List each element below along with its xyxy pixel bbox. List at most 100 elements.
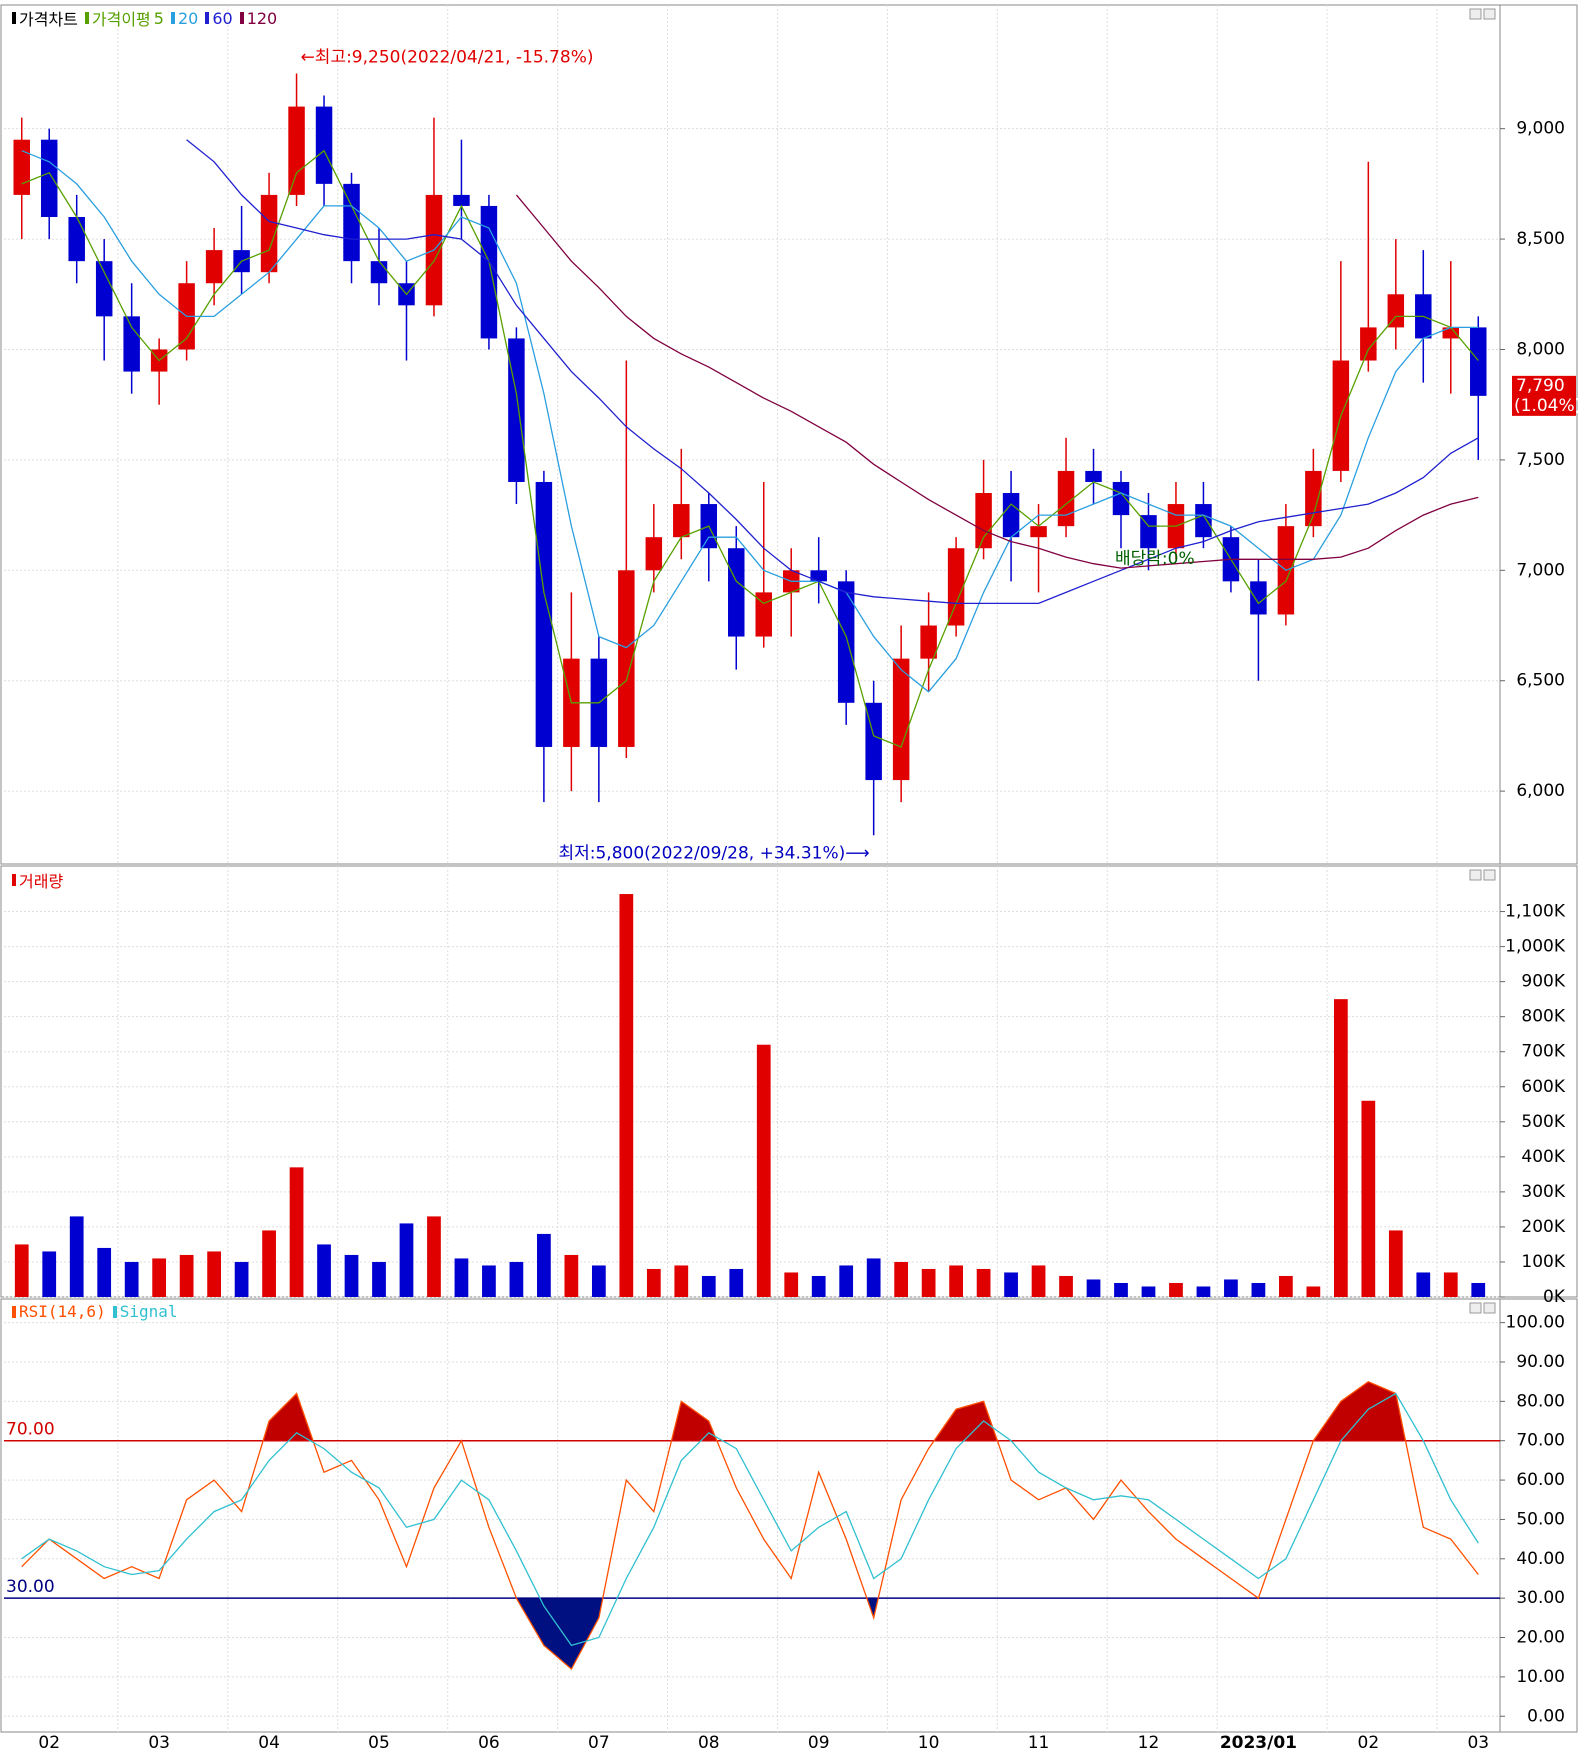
volume-bar xyxy=(509,1261,524,1297)
volume-bar xyxy=(784,1272,799,1297)
panel-icon xyxy=(1483,8,1496,20)
last-price-box xyxy=(1512,375,1576,416)
y-tick-label: 20.00 xyxy=(1516,1628,1565,1648)
legend-marker xyxy=(239,12,244,24)
x-tick-label: 10 xyxy=(918,1733,940,1753)
candle-body xyxy=(618,570,635,747)
candle-body xyxy=(1250,581,1267,615)
volume-bar xyxy=(42,1251,57,1297)
y-tick-label: 800K xyxy=(1521,1007,1565,1027)
candle-body xyxy=(260,194,278,273)
candle-body xyxy=(68,216,85,262)
volume-bar xyxy=(207,1251,221,1297)
volume-bar xyxy=(14,1244,29,1297)
volume-bar xyxy=(1169,1282,1183,1297)
panel-icon xyxy=(1483,1302,1496,1314)
volume-bar xyxy=(262,1230,276,1297)
volume-bar xyxy=(976,1268,991,1297)
y-tick-label: 6,500 xyxy=(1516,671,1565,691)
volume-bar xyxy=(1086,1279,1101,1297)
candle-body xyxy=(673,504,690,538)
moving-average-line xyxy=(515,194,1479,569)
volume-bar xyxy=(1443,1272,1458,1297)
legend-item: 20 xyxy=(177,8,199,28)
legend-item: 120 xyxy=(246,8,278,28)
candle-body xyxy=(947,548,965,626)
y-tick-label: 8,000 xyxy=(1516,339,1565,359)
candle-body xyxy=(1085,470,1102,482)
legend-marker xyxy=(112,1305,117,1318)
x-tick-label: 08 xyxy=(698,1733,720,1753)
volume-bar xyxy=(949,1265,963,1297)
level-label: 70.00 xyxy=(6,1420,55,1440)
legend-item: 60 xyxy=(212,8,233,28)
volume-bar xyxy=(427,1216,441,1297)
x-tick-label: 02 xyxy=(38,1733,60,1753)
legend-title: 가격차트 xyxy=(19,10,78,29)
y-tick-label: 100.00 xyxy=(1506,1313,1565,1333)
x-tick-label: 06 xyxy=(478,1733,500,1753)
moving-average-line xyxy=(21,149,1479,748)
panel-icon xyxy=(1469,1302,1482,1314)
x-tick-label: 2023/01 xyxy=(1220,1733,1297,1753)
volume-bar xyxy=(482,1265,496,1297)
volume-bar xyxy=(1141,1286,1156,1297)
legend-marker xyxy=(12,874,16,886)
candle-body xyxy=(837,581,855,703)
x-tick-label: 07 xyxy=(588,1733,610,1753)
candle-body xyxy=(975,493,992,549)
level-label: 30.00 xyxy=(6,1577,55,1597)
price-legend: 가격차트 가격이평 5 20 60 120 xyxy=(8,6,277,30)
legend-title: 가격이평 xyxy=(91,10,151,29)
low-annotation: 최저:5,800(2022/09/28, +34.31%)⟶ xyxy=(558,843,869,863)
legend-item: RSI(14,6) xyxy=(19,1302,106,1321)
candle-body xyxy=(892,658,910,781)
oversold-fill xyxy=(516,1598,1259,1669)
candle-body xyxy=(1305,470,1322,527)
volume-bar xyxy=(399,1223,414,1297)
legend-marker xyxy=(12,12,16,24)
legend-marker xyxy=(12,1305,16,1318)
candle-body xyxy=(205,250,223,284)
x-tick-label: 09 xyxy=(808,1733,830,1753)
candle-body xyxy=(123,316,140,372)
y-tick-label: 1,000K xyxy=(1505,937,1566,957)
x-tick-label: 04 xyxy=(258,1733,280,1753)
y-tick-label: 700K xyxy=(1521,1042,1565,1062)
volume-bar xyxy=(646,1268,661,1297)
candle-body xyxy=(920,625,937,659)
volume-bar xyxy=(729,1268,744,1297)
volume-bar xyxy=(839,1265,854,1297)
candle-body xyxy=(728,548,745,637)
volume-bar xyxy=(152,1258,167,1297)
y-tick-label: 50.00 xyxy=(1516,1509,1565,1529)
volume-bar xyxy=(1251,1282,1266,1297)
y-tick-label: 1,100K xyxy=(1505,902,1566,922)
volume-bar xyxy=(537,1233,551,1297)
legend-marker xyxy=(170,12,175,24)
volume-bar xyxy=(454,1258,469,1297)
y-tick-label: 7,000 xyxy=(1516,560,1565,580)
y-tick-label: 200K xyxy=(1521,1217,1565,1237)
y-tick-label: 60.00 xyxy=(1516,1470,1565,1490)
y-tick-label: 40.00 xyxy=(1516,1549,1565,1569)
panel-icon xyxy=(1469,8,1482,20)
y-tick-label: 90.00 xyxy=(1516,1352,1565,1372)
y-tick-label: 500K xyxy=(1521,1112,1565,1132)
rsi-line xyxy=(21,1380,1479,1671)
y-tick-label: 0.00 xyxy=(1527,1706,1565,1726)
candle-body xyxy=(535,481,553,747)
candle-body xyxy=(1112,481,1130,516)
candle-body xyxy=(645,537,663,571)
y-tick-label: 6,000 xyxy=(1516,781,1565,801)
candle-body xyxy=(453,194,470,206)
y-tick-label: 30.00 xyxy=(1516,1588,1565,1608)
candle-body xyxy=(1442,327,1460,339)
volume-bar xyxy=(921,1268,936,1297)
x-tick-label: 12 xyxy=(1138,1733,1160,1753)
volume-bar xyxy=(1388,1230,1403,1297)
y-tick-label: 7,500 xyxy=(1516,450,1565,470)
volume-bar xyxy=(1361,1100,1376,1297)
legend-item: Signal xyxy=(119,1302,178,1321)
